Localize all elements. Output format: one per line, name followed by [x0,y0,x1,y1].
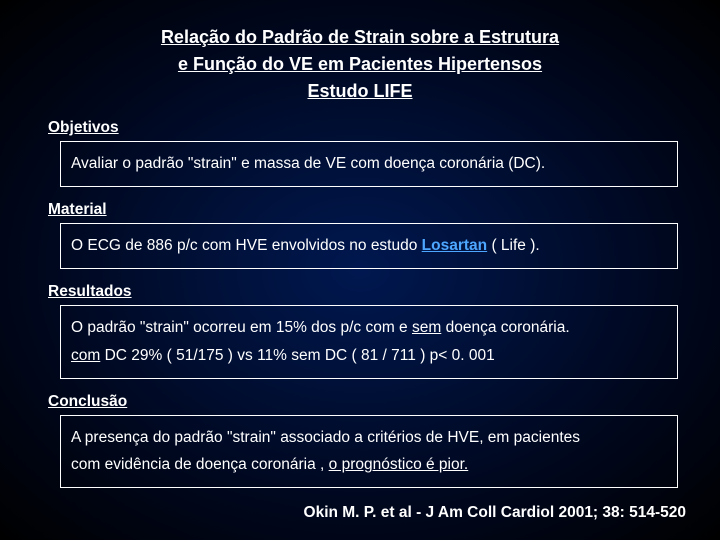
heading-conclusao: Conclusão [48,393,720,411]
box-material: O ECG de 886 p/c com HVE envolvidos no e… [60,223,678,269]
box-objetivos: Avaliar o padrão "strain" e massa de VE … [60,141,678,187]
heading-resultados: Resultados [48,283,720,301]
con-l2a: com evidência de doença coronária , [71,456,329,473]
res-l1a: O padrão "strain" ocorreu em 15% dos p/c… [71,319,412,336]
res-l2u: com [71,347,100,364]
conclusao-line1: A presença do padrão "strain" associado … [71,424,667,452]
box-conclusao: A presença do padrão "strain" associado … [60,415,678,489]
conclusao-line2: com evidência de doença coronária , o pr… [71,451,667,479]
resultados-line2: com DC 29% ( 51/175 ) vs 11% sem DC ( 81… [71,342,667,370]
title-block: Relação do Padrão de Strain sobre a Estr… [0,0,720,105]
heading-objetivos: Objetivos [48,119,720,137]
title-line-3: Estudo LIFE [0,78,720,105]
objetivos-text: Avaliar o padrão "strain" e massa de VE … [71,155,545,172]
material-prefix: O ECG de 886 p/c com HVE envolvidos no e… [71,237,422,254]
res-l1b: doença coronária. [441,319,569,336]
material-suffix: ( Life ). [487,237,540,254]
resultados-line1: O padrão "strain" ocorreu em 15% dos p/c… [71,314,667,342]
con-l2b: o prognóstico é pior. [329,456,469,473]
heading-material: Material [48,201,720,219]
box-resultados: O padrão "strain" ocorreu em 15% dos p/c… [60,305,678,379]
material-link: Losartan [422,237,487,254]
res-l2r: DC 29% ( 51/175 ) vs 11% sem DC ( 81 / 7… [100,347,494,364]
citation: Okin M. P. et al - J Am Coll Cardiol 200… [304,504,686,522]
title-line-2: e Função do VE em Pacientes Hipertensos [0,51,720,78]
title-line-1: Relação do Padrão de Strain sobre a Estr… [0,24,720,51]
res-l1u: sem [412,319,441,336]
